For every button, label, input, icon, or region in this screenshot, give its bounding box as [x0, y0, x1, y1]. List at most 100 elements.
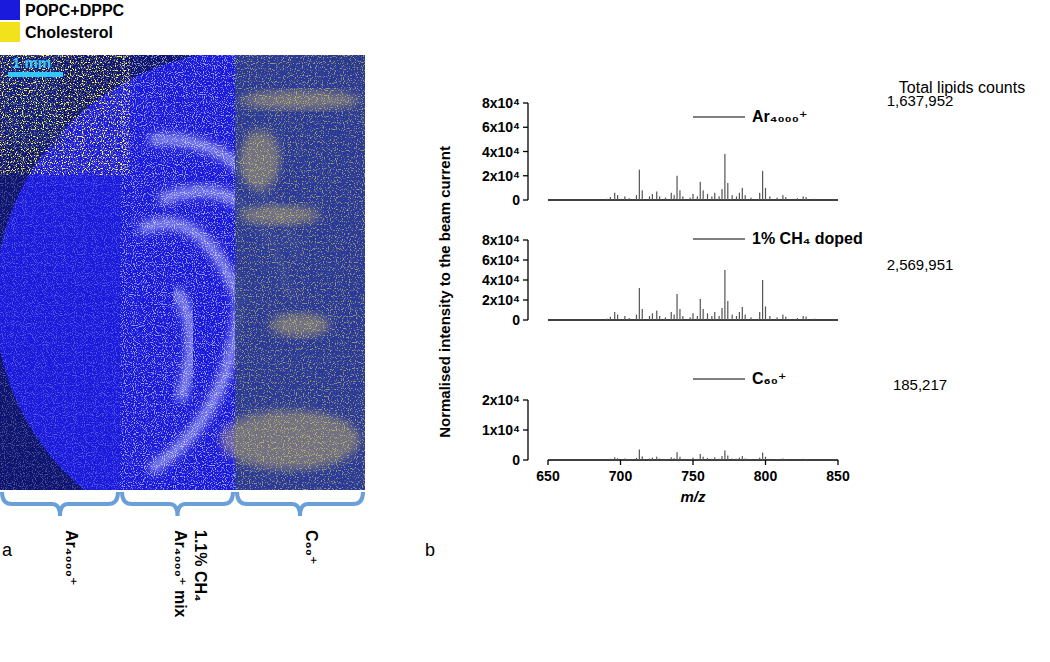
peak	[782, 459, 783, 461]
y-tick-label: 8x10⁴	[482, 95, 520, 111]
y-tick-label: 6x10⁴	[482, 119, 520, 135]
peak	[652, 194, 653, 200]
peak	[624, 316, 625, 320]
x-tick	[692, 460, 693, 465]
peak	[803, 316, 804, 320]
bracket	[237, 492, 363, 516]
peak	[806, 317, 807, 320]
peak	[777, 198, 778, 200]
region-c60	[235, 55, 365, 490]
legend-label: Ar₄₀₀₀⁺	[752, 108, 807, 125]
peak	[629, 318, 630, 320]
spectrum: 01x10⁴2x10⁴650700750800850m/zC₆₀⁺185,217	[482, 370, 947, 505]
peak	[700, 454, 701, 460]
y-tick	[523, 239, 528, 240]
peak	[614, 312, 615, 320]
peak	[692, 313, 693, 320]
y-tick	[523, 399, 528, 400]
peak	[617, 195, 618, 200]
peak	[682, 316, 683, 320]
peak	[690, 198, 691, 200]
peak	[610, 459, 611, 460]
peak	[649, 459, 650, 461]
region-label: Ar₄₀₀₀⁺ mix	[172, 530, 189, 618]
legend-swatch	[0, 0, 20, 20]
y-tick	[523, 299, 528, 300]
peak	[659, 459, 660, 461]
ion-image	[0, 55, 365, 490]
peak	[671, 193, 672, 200]
scale-bar	[8, 72, 63, 77]
peak	[656, 192, 657, 200]
peak	[721, 456, 722, 460]
peak	[762, 280, 763, 320]
x-tick	[620, 460, 621, 465]
peak	[642, 456, 643, 460]
peak	[742, 307, 743, 320]
peak	[714, 312, 715, 320]
peak	[624, 196, 625, 200]
peak	[707, 194, 708, 200]
peak	[797, 318, 798, 320]
peak	[642, 309, 643, 320]
legend-label: POPC+DPPC	[25, 2, 125, 19]
peak	[665, 317, 666, 320]
peak	[724, 450, 725, 460]
peak	[652, 458, 653, 460]
speckle	[120, 55, 235, 490]
peak	[727, 456, 728, 461]
peak	[659, 196, 660, 200]
peak	[803, 459, 804, 460]
y-tick	[523, 151, 528, 152]
peak	[714, 457, 715, 460]
peak	[671, 312, 672, 320]
peak	[682, 196, 683, 200]
peak	[785, 197, 786, 200]
peak	[782, 195, 783, 200]
peak	[711, 196, 712, 200]
region-label: C₆₀⁺	[303, 530, 320, 564]
peak	[806, 197, 807, 200]
peak	[739, 193, 740, 200]
peak	[690, 317, 691, 320]
peak	[739, 458, 740, 460]
peak	[785, 317, 786, 320]
region-label: 1.1% CH₄	[192, 530, 209, 602]
y-tick	[523, 459, 528, 460]
bracket	[122, 492, 233, 516]
total-count: 185,217	[893, 376, 947, 393]
legend-label: C₆₀⁺	[752, 370, 786, 387]
peak	[732, 315, 733, 320]
speckle-yellow	[235, 55, 365, 490]
legend-line	[693, 378, 745, 379]
y-tick-label: 0	[512, 192, 520, 208]
peak	[700, 182, 701, 200]
peak	[674, 458, 675, 460]
peak	[745, 195, 746, 200]
y-tick	[523, 127, 528, 128]
peak	[682, 459, 683, 460]
peak	[803, 196, 804, 200]
peak	[665, 198, 666, 200]
peak	[692, 194, 693, 200]
peak	[745, 459, 746, 461]
y-tick	[523, 199, 528, 200]
peak	[724, 270, 725, 320]
peak	[765, 307, 766, 321]
peak	[759, 193, 760, 200]
peak	[750, 317, 751, 320]
legend-line	[693, 238, 745, 239]
peak	[736, 316, 737, 320]
peak	[769, 316, 770, 320]
peak	[721, 189, 722, 200]
peak	[636, 315, 637, 320]
peak	[697, 459, 698, 460]
peak	[703, 309, 704, 320]
peak	[636, 195, 637, 200]
y-tick	[523, 319, 528, 320]
peak	[656, 457, 657, 460]
peak	[703, 457, 704, 460]
x-tick	[837, 460, 838, 465]
peak	[750, 198, 751, 200]
y-tick-label: 2x10⁴	[482, 392, 520, 408]
